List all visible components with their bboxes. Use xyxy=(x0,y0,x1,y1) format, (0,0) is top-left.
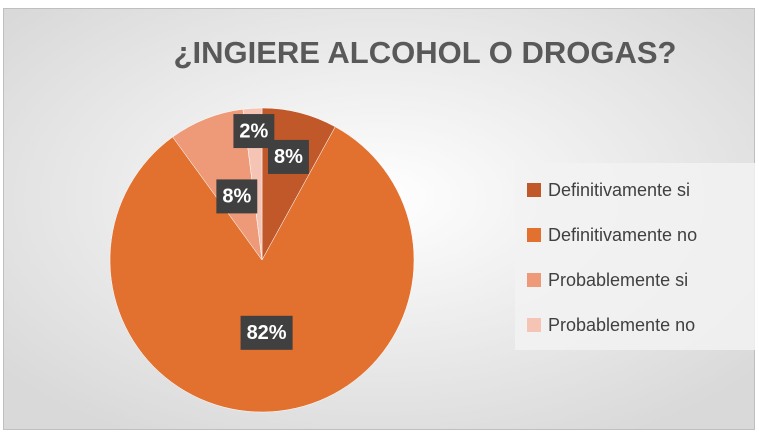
legend-box xyxy=(515,163,755,350)
legend-swatch xyxy=(527,273,541,287)
legend-swatch xyxy=(527,228,541,242)
data-label-box xyxy=(233,114,275,149)
legend-swatch xyxy=(527,318,541,332)
data-label-text: 2% xyxy=(239,120,268,142)
data-label: 82% xyxy=(240,315,293,350)
data-label: 8% xyxy=(216,179,258,214)
legend-label: Probablemente si xyxy=(548,270,688,290)
data-label-text: 8% xyxy=(222,186,251,208)
data-label-text: 82% xyxy=(247,322,287,344)
data-label-text: 8% xyxy=(274,146,303,168)
data-label-box xyxy=(240,315,293,350)
legend-label: Probablemente no xyxy=(548,315,695,335)
chart-title: ¿INGIERE ALCOHOL O DROGAS? xyxy=(174,35,677,70)
legend-label: Definitivamente no xyxy=(548,225,697,245)
legend-label: Definitivamente si xyxy=(548,180,690,200)
data-label: 8% xyxy=(268,139,309,174)
data-label: 2% xyxy=(233,114,275,149)
data-label-box xyxy=(268,139,309,174)
data-label-box xyxy=(216,179,258,214)
pie-slice xyxy=(109,126,415,413)
legend-swatch xyxy=(527,183,541,197)
